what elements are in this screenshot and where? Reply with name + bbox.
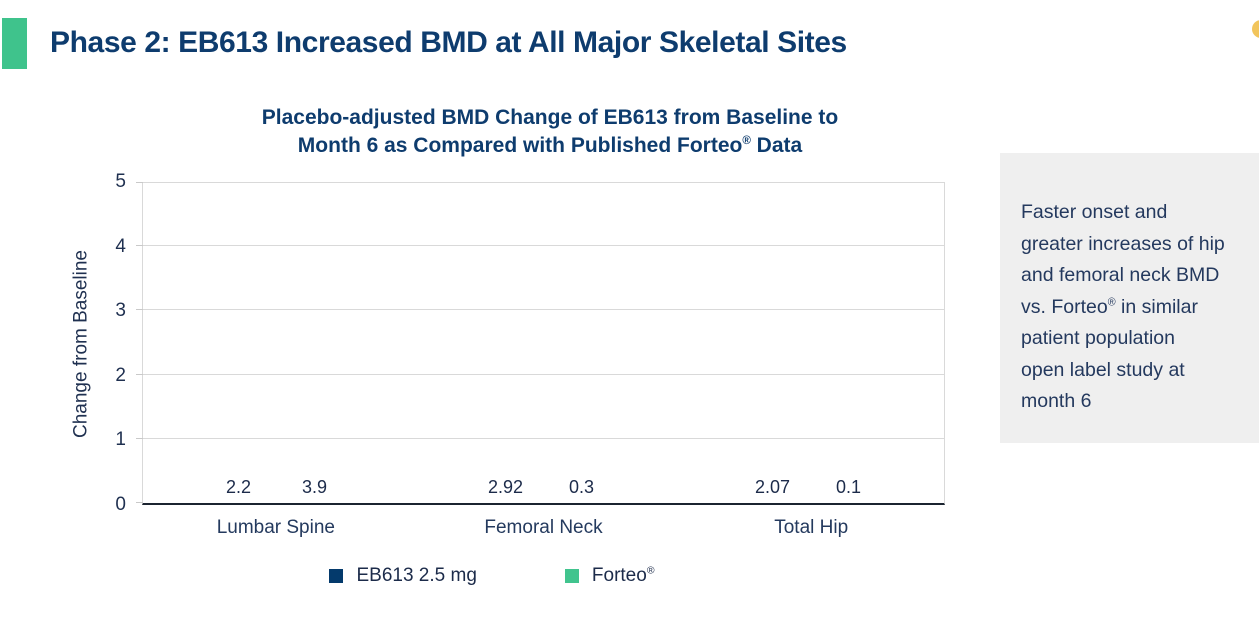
bar-column: 2.2 bbox=[210, 477, 268, 503]
yellow-dot-decoration bbox=[1252, 20, 1259, 38]
registered-mark: ® bbox=[646, 565, 655, 577]
axis-tick bbox=[136, 245, 143, 247]
axis-tick bbox=[136, 309, 143, 311]
bar-value-label: 0.3 bbox=[568, 477, 595, 497]
bar-value-label: 2.92 bbox=[487, 477, 524, 497]
bar-column: 2.92 bbox=[477, 477, 535, 503]
gridline bbox=[143, 309, 944, 311]
y-axis-title: Change from Baseline bbox=[70, 250, 92, 438]
gridline bbox=[143, 437, 944, 439]
y-tick-label: 5 bbox=[115, 171, 126, 192]
bar-group: 2.2 3.9 bbox=[143, 182, 410, 503]
bar-value-label: 3.9 bbox=[301, 477, 328, 497]
bar-group: 2.92 0.3 bbox=[410, 182, 677, 503]
bars-layer: 2.2 3.9 2.92 0.3 2.07 0.1 bbox=[143, 182, 944, 503]
axis-tick bbox=[136, 373, 143, 375]
page-title: Phase 2: EB613 Increased BMD at All Majo… bbox=[50, 26, 847, 59]
chart-legend: EB613 2.5 mg Forteo® bbox=[142, 565, 842, 587]
registered-mark: ® bbox=[742, 135, 751, 147]
bar-column: 0.3 bbox=[553, 477, 611, 503]
gridline bbox=[143, 182, 944, 183]
axis-tick bbox=[136, 437, 143, 439]
gridline bbox=[143, 245, 944, 247]
bar-column: 2.07 bbox=[744, 477, 802, 503]
callout-line: and femoral neck BMD bbox=[1021, 264, 1220, 286]
y-tick-label: 3 bbox=[115, 300, 126, 322]
callout-line: month 6 bbox=[1021, 390, 1092, 412]
y-tick-label: 1 bbox=[115, 429, 126, 451]
bar-value-label: 2.07 bbox=[754, 477, 791, 497]
x-axis-category-label: Lumbar Spine bbox=[216, 517, 335, 538]
registered-mark: ® bbox=[1107, 296, 1116, 308]
callout-line: open label study at bbox=[1021, 358, 1185, 381]
x-axis-category-label: Femoral Neck bbox=[484, 517, 603, 538]
callout-panel: Faster onset and greater increases of hip… bbox=[1000, 153, 1259, 443]
legend-item: EB613 2.5 mg bbox=[329, 565, 477, 587]
bar-value-label: 2.2 bbox=[225, 477, 252, 497]
y-tick-label: 4 bbox=[115, 235, 126, 257]
legend-label: EB613 2.5 mg bbox=[356, 565, 477, 586]
bar-value-label: 0.1 bbox=[835, 477, 862, 497]
legend-item: Forteo® bbox=[564, 565, 655, 587]
bar-column: 3.9 bbox=[286, 477, 344, 503]
chart-title-line-2: Month 6 as Compared with Published Forte… bbox=[297, 134, 803, 157]
bar-column: 0.1 bbox=[820, 477, 878, 503]
legend-label: Forteo® bbox=[591, 565, 655, 586]
y-tick-label: 2 bbox=[115, 364, 126, 386]
y-axis-tick-labels: 0 1 2 3 4 5 bbox=[92, 172, 126, 515]
x-axis-category-label: Total Hip bbox=[774, 517, 849, 538]
chart-title-line-1: Placebo-adjusted BMD Change of EB613 fro… bbox=[261, 106, 839, 129]
plot-area: 2.2 3.9 2.92 0.3 2.07 0.1 bbox=[136, 182, 945, 505]
accent-square-decoration bbox=[2, 18, 27, 69]
legend-swatch bbox=[329, 569, 344, 583]
bar-group: 2.07 0.1 bbox=[677, 182, 944, 503]
x-axis-labels: Lumbar Spine Femoral Neck Total Hip bbox=[142, 517, 945, 539]
y-tick-label: 0 bbox=[115, 494, 126, 515]
callout-line: vs. Forteo® in similar bbox=[1021, 295, 1198, 318]
legend-swatch bbox=[564, 569, 579, 583]
axis-tick bbox=[136, 502, 143, 503]
callout-line: patient population bbox=[1021, 327, 1175, 349]
gridline bbox=[143, 373, 944, 375]
chart-title: Placebo-adjusted BMD Change of EB613 fro… bbox=[140, 104, 960, 160]
axis-tick bbox=[136, 182, 143, 183]
callout-line: Faster onset and bbox=[1021, 201, 1168, 223]
callout-line: greater increases of hip bbox=[1021, 232, 1225, 255]
